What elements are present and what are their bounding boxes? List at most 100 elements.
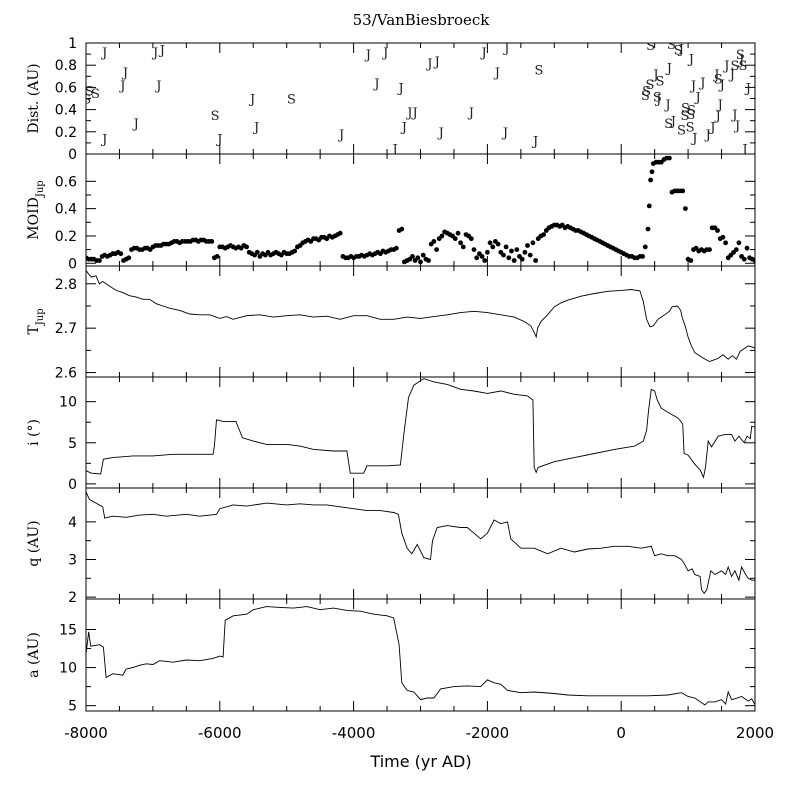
moid-point — [244, 244, 250, 250]
encounter-marker-j: J — [502, 41, 509, 56]
panel-moid-ylabel: MOIDJup — [26, 180, 46, 239]
moid-point — [209, 239, 215, 244]
encounter-marker-j: J — [689, 79, 696, 94]
encounter-marker-j: J — [479, 46, 486, 61]
ytick-label: 0 — [68, 256, 77, 272]
panel-inc-data — [86, 378, 755, 479]
moid-point — [487, 240, 493, 246]
encounter-marker-j: J — [651, 68, 658, 83]
moid-point — [426, 258, 431, 263]
ytick-label: 5 — [68, 436, 77, 452]
panel-a-series-line — [86, 606, 755, 706]
encounter-marker-s: S — [680, 109, 689, 124]
encounter-marker-s: S — [534, 64, 543, 79]
xtick-label: -8000 — [64, 724, 108, 742]
ytick-label: 2.6 — [55, 366, 77, 382]
moid-point — [337, 230, 343, 236]
panel-inc-ylabel: i (°) — [26, 419, 42, 446]
moid-point — [434, 247, 439, 253]
moid-point — [452, 236, 458, 242]
encounter-marker-s: S — [681, 101, 690, 116]
panel-q-frame — [85, 487, 756, 600]
encounter-marker-j: J — [501, 126, 508, 141]
encounter-marker-j: J — [381, 46, 388, 61]
encounter-marker-j: J — [372, 77, 379, 92]
encounter-marker-s: S — [714, 73, 723, 88]
xtick-label: 0 — [616, 724, 626, 742]
moid-point — [214, 254, 220, 259]
moid-point — [715, 228, 720, 233]
moid-point — [642, 244, 648, 250]
ylabel-subscript: Jup — [35, 308, 46, 326]
moid-point — [460, 244, 466, 250]
moid-point — [471, 247, 477, 253]
encounter-marker-j: J — [410, 106, 417, 121]
moid-point — [97, 258, 102, 263]
encounter-marker-j: J — [704, 128, 711, 143]
encounter-marker-j: J — [665, 61, 672, 76]
ytick-label: 0.2 — [55, 125, 77, 141]
moid-point — [399, 226, 405, 232]
moid-point — [723, 240, 728, 246]
moid-point — [680, 188, 686, 194]
xtick-label: -2000 — [466, 724, 510, 742]
moid-point — [648, 177, 653, 183]
moid-point — [744, 245, 750, 251]
ylabel-main: q (AU) — [26, 520, 42, 566]
panel-a-frame — [85, 598, 756, 712]
panel-a-ylabel: a (AU) — [26, 632, 42, 678]
moid-point — [741, 256, 747, 262]
moid-point — [495, 241, 501, 247]
encounter-marker-j: J — [390, 142, 397, 157]
encounter-marker-s: S — [211, 109, 220, 124]
moid-point — [490, 244, 496, 250]
panel-tjup-frame — [85, 265, 756, 378]
encounter-marker-s: S — [646, 39, 655, 54]
panel-q-ylabel: q (AU) — [26, 520, 42, 566]
moid-point — [720, 234, 726, 240]
moid-point — [533, 258, 538, 263]
moid-point — [292, 248, 298, 254]
encounter-marker-j: J — [364, 48, 371, 63]
encounter-marker-j: J — [100, 133, 107, 148]
moid-point — [503, 244, 509, 250]
moid-point — [126, 255, 132, 261]
encounter-marker-j: J — [215, 133, 222, 148]
encounter-marker-j: J — [714, 109, 721, 124]
panel-a-data — [86, 606, 755, 706]
moid-point — [511, 258, 517, 263]
ytick-label: 1 — [68, 36, 77, 52]
ytick-label: 15 — [59, 622, 77, 638]
panel-inc-series-line — [86, 378, 755, 479]
xtick-label: -4000 — [332, 724, 376, 742]
xtick-label: -6000 — [198, 724, 242, 742]
moid-point — [733, 247, 739, 253]
x-axis-label: Time (yr AD) — [369, 752, 471, 771]
moid-point — [254, 249, 260, 255]
moid-point — [752, 258, 755, 263]
encounter-marker-j: J — [118, 79, 125, 94]
ylabel-main: Dist. (AU) — [26, 63, 42, 133]
encounter-marker-s: S — [287, 93, 296, 108]
encounter-marker-j: J — [740, 142, 747, 157]
encounter-marker-j: J — [151, 46, 158, 61]
moid-point — [418, 259, 423, 265]
encounter-marker-s: S — [641, 89, 650, 104]
encounter-marker-j: J — [690, 131, 697, 146]
encounter-marker-j: J — [718, 78, 725, 93]
encounter-marker-j: J — [737, 54, 744, 69]
ytick-label: 0.4 — [55, 202, 77, 218]
encounter-marker-j: J — [654, 93, 661, 108]
moid-point — [118, 251, 124, 257]
encounter-marker-s: S — [677, 124, 686, 139]
encounter-marker-j: J — [132, 117, 139, 132]
moid-point — [646, 203, 652, 209]
panel-tjup-series-line — [86, 270, 755, 362]
panel-moid-data — [86, 155, 755, 265]
moid-point — [688, 258, 694, 263]
moid-point — [482, 258, 488, 263]
encounter-marker-s: S — [674, 44, 683, 59]
ytick-label: 2.7 — [55, 321, 77, 337]
encounter-marker-j: J — [677, 43, 684, 58]
encounter-marker-s: S — [736, 48, 745, 63]
